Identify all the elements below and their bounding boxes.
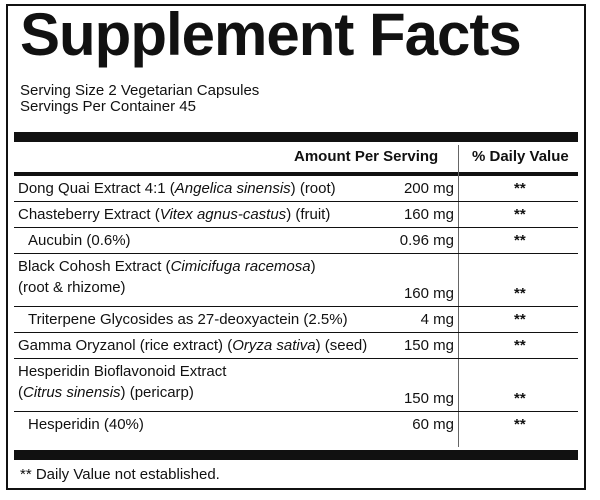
- ingredient-amount: 4 mg: [420, 311, 454, 328]
- ingredient-amount: 0.96 mg: [399, 232, 454, 249]
- ingredient-daily-value: **: [514, 337, 526, 354]
- serving-size: Serving Size 2 Vegetarian Capsules: [20, 82, 260, 99]
- table-row: Aucubin (0.6%) 0.96 mg **: [14, 228, 578, 254]
- ingredient-name: Hesperidin (40%): [28, 416, 144, 433]
- ingredient-latin-name: Citrus sinensis: [23, 384, 121, 401]
- ingredient-name: Black Cohosh Extract (Cimicifuga racemos…: [18, 258, 316, 297]
- ingredient-latin-name: Oryza sativa: [232, 337, 316, 354]
- ingredient-name-text: Black Cohosh Extract (: [18, 258, 171, 275]
- ingredient-name: Triterpene Glycosides as 27-deoxyactein …: [28, 311, 348, 328]
- ingredient-daily-value: **: [514, 232, 526, 249]
- table-row: Dong Quai Extract 4:1 (Angelica sinensis…: [14, 176, 578, 202]
- table-row: Chasteberry Extract (Vitex agnus-castus)…: [14, 202, 578, 228]
- ingredient-daily-value: **: [514, 180, 526, 197]
- ingredient-name-text: Dong Quai Extract 4:1 (: [18, 180, 175, 197]
- table-row: Hesperidin (40%) 60 mg **: [14, 412, 578, 438]
- ingredient-amount: 160 mg: [403, 206, 454, 223]
- ingredient-name: Chasteberry Extract (Vitex agnus-castus)…: [18, 206, 330, 224]
- ingredient-name-text: Hesperidin Bioflavonoid Extract: [18, 363, 227, 380]
- ingredient-name-text: ) (seed): [315, 337, 368, 354]
- ingredient-latin-name: Cimicifuga racemosa: [170, 258, 311, 275]
- ingredient-name-text: Gamma Oryzanol (rice extract) (: [18, 337, 233, 354]
- ingredient-daily-value: **: [514, 416, 526, 433]
- ingredient-name-text: (: [18, 384, 23, 401]
- ingredient-daily-value: **: [514, 285, 526, 302]
- table-row: Hesperidin Bioflavonoid Extract (Citrus …: [14, 359, 578, 412]
- table-row: Gamma Oryzanol (rice extract) (Oryza sat…: [14, 333, 578, 359]
- ingredient-name: Aucubin (0.6%): [28, 232, 131, 249]
- ingredient-name-text: ) (pericarp): [120, 384, 194, 401]
- ingredient-amount: 150 mg: [403, 337, 454, 354]
- header-rule: [14, 172, 578, 176]
- supplement-facts-panel: Supplement Facts Serving Size 2 Vegetari…: [6, 1, 586, 490]
- table-row: Triterpene Glycosides as 27-deoxyactein …: [14, 307, 578, 333]
- table-row: Black Cohosh Extract (Cimicifuga racemos…: [14, 254, 578, 307]
- ingredient-amount: 160 mg: [403, 285, 454, 302]
- footnote: ** Daily Value not established.: [20, 466, 220, 483]
- panel-title: Supplement Facts: [20, 1, 522, 68]
- ingredient-name-text: ) (fruit): [286, 206, 331, 223]
- ingredient-daily-value: **: [514, 311, 526, 328]
- ingredient-latin-name: Angelica sinensis: [174, 180, 291, 197]
- ingredient-name-line2: (Citrus sinensis) (pericarp): [18, 384, 226, 402]
- ingredient-name-text: ) (root): [290, 180, 336, 197]
- ingredient-daily-value: **: [514, 206, 526, 223]
- ingredient-amount: 200 mg: [403, 180, 454, 197]
- ingredient-latin-name: Vitex agnus-castus: [159, 206, 287, 223]
- ingredient-name-text: Chasteberry Extract (: [18, 206, 160, 223]
- ingredient-name: Hesperidin Bioflavonoid Extract (Citrus …: [18, 363, 226, 402]
- heavy-rule-top: [14, 132, 578, 142]
- ingredient-name: Gamma Oryzanol (rice extract) (Oryza sat…: [18, 337, 367, 355]
- header-amount-per-serving: Amount Per Serving: [294, 148, 439, 165]
- ingredient-daily-value: **: [514, 390, 526, 407]
- ingredient-table: Dong Quai Extract 4:1 (Angelica sinensis…: [14, 176, 578, 438]
- column-divider: [458, 145, 459, 447]
- ingredient-name-line2: (root & rhizome): [18, 279, 126, 296]
- ingredient-name: Dong Quai Extract 4:1 (Angelica sinensis…: [18, 180, 336, 198]
- ingredient-amount: 150 mg: [403, 390, 454, 407]
- ingredient-name-text: ): [310, 258, 316, 275]
- servings-per-container: Servings Per Container 45: [20, 98, 196, 115]
- heavy-rule-bottom: [14, 450, 578, 460]
- header-daily-value: % Daily Value: [472, 148, 569, 165]
- ingredient-amount: 60 mg: [412, 416, 454, 433]
